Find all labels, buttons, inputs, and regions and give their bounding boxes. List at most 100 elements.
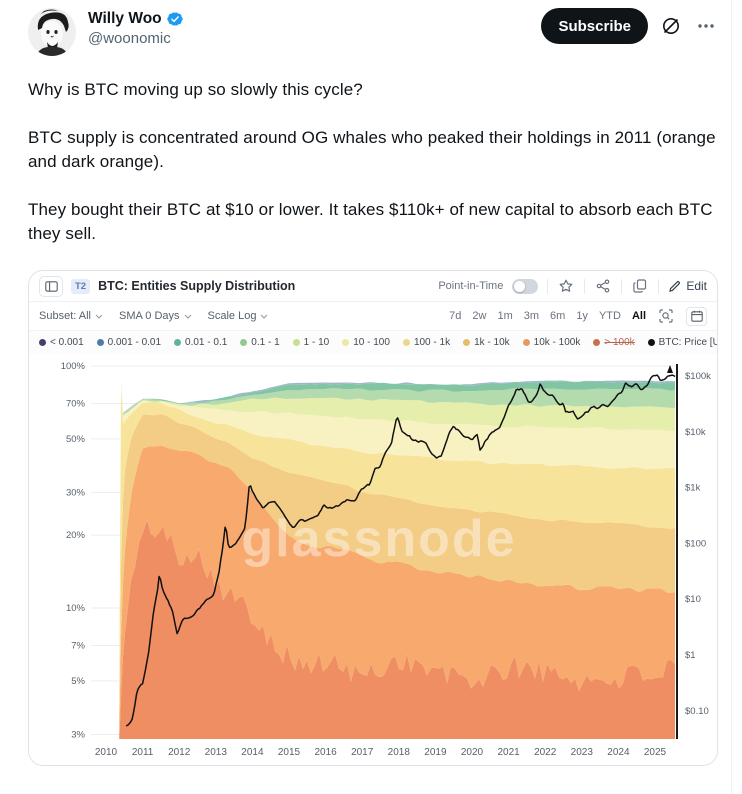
right-axis-tick: $10k bbox=[685, 427, 706, 438]
x-axis-tick: 2021 bbox=[497, 747, 520, 758]
legend-label: 10 - 100 bbox=[353, 337, 390, 348]
supply-chart-svg[interactable]: 100% 70% 50% 30% 20% 10% 7% 5% 3% glassnode $100k $… bbox=[29, 356, 717, 763]
right-axis-tick: $1k bbox=[685, 483, 701, 494]
legend-label: 1 - 10 bbox=[303, 337, 330, 348]
legend-dot bbox=[39, 339, 46, 346]
x-axis-tick: 2023 bbox=[571, 747, 594, 758]
toolbar-dropdown-0[interactable]: Subset: All bbox=[39, 310, 103, 322]
left-axis-tick: 30% bbox=[66, 488, 86, 499]
tweet: Willy Woo @woonomic Subscribe bbox=[28, 0, 718, 766]
x-axis-tick: 2012 bbox=[168, 747, 191, 758]
chart-card[interactable]: T2 BTC: Entities Supply Distribution Poi… bbox=[28, 270, 718, 766]
left-axis-tick: 20% bbox=[66, 530, 86, 541]
range-button-1y[interactable]: 1y bbox=[576, 310, 588, 322]
left-axis-tick: 70% bbox=[66, 398, 86, 409]
dropdown-label: SMA 0 Days bbox=[118, 310, 180, 322]
legend-item[interactable]: < 0.001 bbox=[39, 337, 84, 348]
left-axis-tick: 50% bbox=[66, 434, 86, 445]
point-in-time-label: Point-in-Time bbox=[438, 280, 504, 292]
legend-dot bbox=[292, 339, 300, 346]
left-axis-tick: 100% bbox=[61, 361, 86, 372]
chart-legend: < 0.001 0.001 - 0.01 0.01 - 0.1 0.1 - 1 1 - … bbox=[29, 331, 717, 354]
divider bbox=[584, 278, 586, 294]
avatar-sketch bbox=[28, 8, 76, 56]
more-icon[interactable] bbox=[694, 14, 718, 38]
share-icon[interactable] bbox=[594, 277, 612, 295]
x-axis-tick: 2025 bbox=[644, 747, 667, 758]
left-axis-tick: 7% bbox=[71, 640, 85, 651]
legend-label: 0.1 - 1 bbox=[251, 337, 280, 348]
chart-toolbar: Subset: All SMA 0 Days Scale Log 7d 2w 1m 3m 6… bbox=[29, 302, 717, 331]
chevron-down-icon bbox=[95, 314, 103, 319]
left-axis-tick: 3% bbox=[71, 730, 85, 741]
tier-badge: T2 bbox=[71, 278, 91, 294]
x-axis-tick: 2013 bbox=[205, 747, 228, 758]
zoom-area-icon[interactable] bbox=[657, 307, 675, 325]
band-10-100 bbox=[119, 388, 675, 739]
supply-bands: glassnode bbox=[119, 380, 675, 739]
legend-item[interactable]: 100 - 1k bbox=[402, 337, 451, 348]
legend-dot bbox=[463, 339, 471, 346]
verified-badge-icon bbox=[166, 12, 183, 26]
copy-icon[interactable] bbox=[631, 277, 649, 295]
handle[interactable]: @woonomic bbox=[88, 30, 171, 47]
range-button-7d[interactable]: 7d bbox=[449, 310, 462, 322]
point-in-time-toggle[interactable] bbox=[512, 278, 539, 294]
legend-label: 10k - 100k bbox=[533, 337, 581, 348]
edit-label: Edit bbox=[686, 279, 707, 293]
range-button-1m[interactable]: 1m bbox=[497, 310, 513, 322]
legend-label: 0.001 - 0.01 bbox=[107, 337, 162, 348]
band-100-1k bbox=[119, 414, 675, 739]
left-axis-tick: 10% bbox=[66, 603, 86, 614]
panel-toggle-icon[interactable] bbox=[39, 275, 63, 297]
toolbar-dropdowns: Subset: All SMA 0 Days Scale Log bbox=[39, 310, 268, 322]
divider bbox=[547, 278, 549, 294]
legend-label: 0.01 - 0.1 bbox=[185, 337, 228, 348]
display-name[interactable]: Willy Woo bbox=[88, 10, 162, 27]
star-icon[interactable] bbox=[557, 277, 575, 295]
avatar[interactable] bbox=[28, 8, 76, 56]
feed-column-divider bbox=[731, 0, 732, 794]
tweet-paragraph: BTC supply is concentrated around OG wha… bbox=[28, 128, 716, 171]
chart-title: BTC: Entities Supply Distribution bbox=[98, 279, 296, 293]
band-1k-10k bbox=[119, 445, 675, 739]
grok-icon[interactable] bbox=[658, 13, 684, 39]
chart-plot: 100% 70% 50% 30% 20% 10% 7% 5% 3% glassnode $100k $… bbox=[29, 356, 717, 763]
calendar-icon[interactable] bbox=[686, 306, 707, 326]
x-axis-tick: 2017 bbox=[351, 747, 374, 758]
pencil-icon bbox=[669, 280, 681, 292]
range-button-3m[interactable]: 3m bbox=[523, 310, 540, 322]
chevron-down-icon bbox=[184, 314, 191, 319]
legend-dot bbox=[240, 339, 248, 346]
legend-item[interactable]: 0.1 - 1 bbox=[240, 337, 280, 348]
x-axis-tick: 2015 bbox=[278, 747, 301, 758]
legend-item[interactable]: 0.001 - 0.01 bbox=[96, 337, 162, 348]
subscribe-button[interactable]: Subscribe bbox=[541, 8, 648, 44]
toolbar-dropdown-2[interactable]: Scale Log bbox=[208, 310, 269, 322]
x-axis-tick: 2018 bbox=[388, 747, 411, 758]
legend-label: 100 - 1k bbox=[413, 337, 451, 348]
range-button-6m[interactable]: 6m bbox=[550, 310, 566, 322]
range-button-ytd[interactable]: YTD bbox=[598, 310, 621, 322]
legend-dot bbox=[647, 339, 655, 346]
toolbar-dropdown-1[interactable]: SMA 0 Days bbox=[119, 310, 192, 322]
legend-item[interactable]: 1 - 10 bbox=[292, 337, 330, 348]
legend-item[interactable]: 1k - 10k bbox=[463, 337, 510, 348]
legend-item[interactable]: BTC: Price [USD] bbox=[647, 337, 717, 348]
legend-item[interactable]: > 100k bbox=[593, 337, 635, 348]
legend-item[interactable]: 0.01 - 0.1 bbox=[174, 337, 227, 348]
legend-item[interactable]: 10 - 100 bbox=[342, 337, 390, 348]
band-1-10 bbox=[119, 383, 675, 739]
band-0.1-1 bbox=[119, 381, 675, 739]
x-axis-tick: 2010 bbox=[95, 747, 118, 758]
edit-button[interactable]: Edit bbox=[668, 279, 707, 293]
right-axis-tick: $1 bbox=[685, 650, 696, 661]
legend-item[interactable]: 10k - 100k bbox=[522, 337, 581, 348]
range-button-2w[interactable]: 2w bbox=[472, 310, 487, 322]
range-button-all[interactable]: All bbox=[631, 310, 646, 322]
legend-label: 1k - 10k bbox=[474, 337, 510, 348]
legend-dot bbox=[96, 339, 104, 346]
x-axis-tick: 2014 bbox=[241, 747, 264, 758]
legend-dot bbox=[522, 339, 530, 346]
tweet-header: Willy Woo @woonomic Subscribe bbox=[28, 0, 718, 60]
